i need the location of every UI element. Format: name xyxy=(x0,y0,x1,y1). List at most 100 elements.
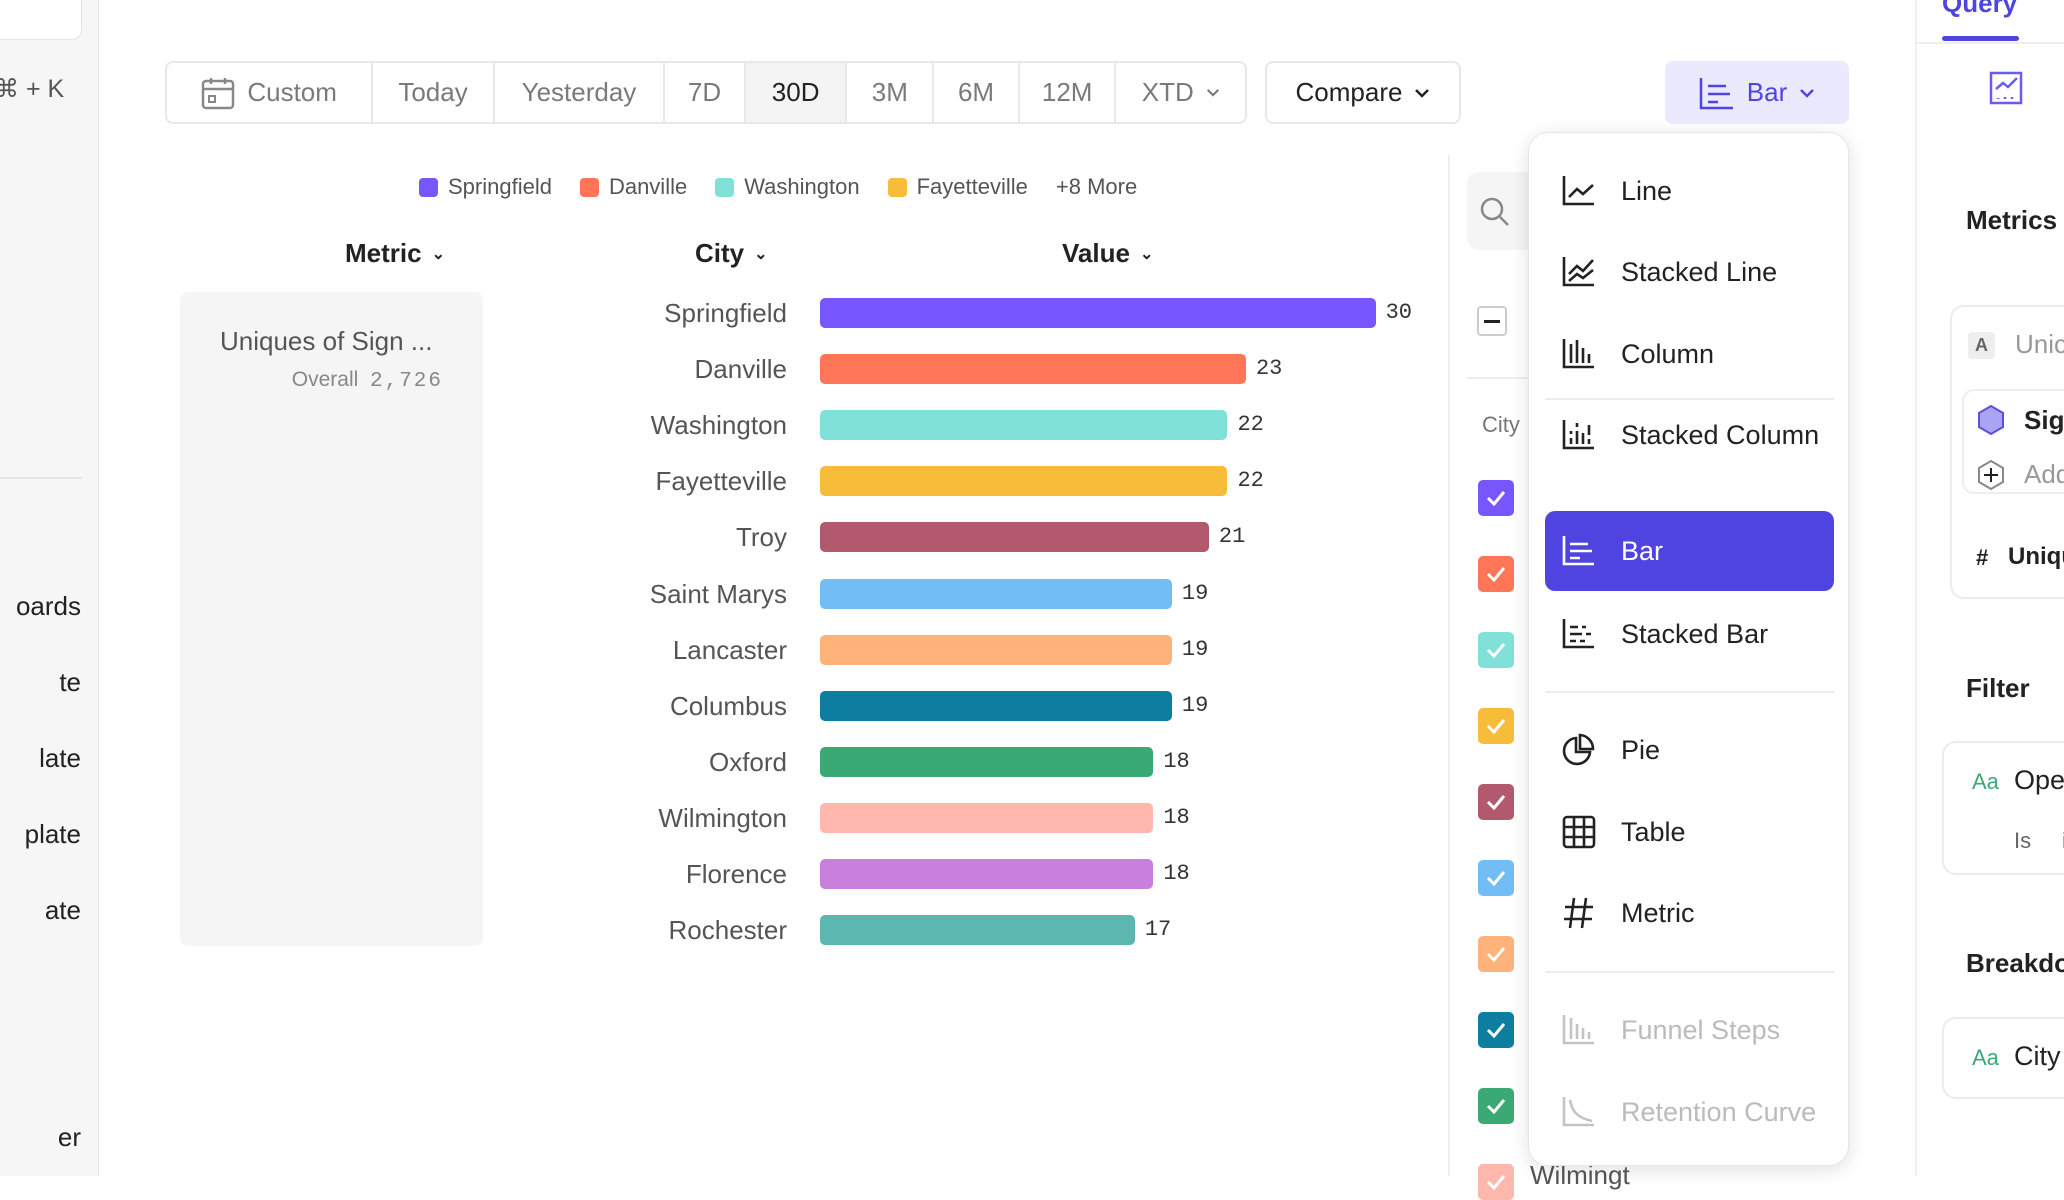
series-search[interactable] xyxy=(1467,172,1537,250)
value-column-header[interactable]: Value ⌄ xyxy=(1062,238,1153,269)
city-column-header[interactable]: City ⌄ xyxy=(695,238,768,269)
sidebar-item[interactable]: er xyxy=(57,1122,81,1152)
bar-category-label: Lancaster xyxy=(672,634,787,665)
compare-button[interactable]: Compare xyxy=(1265,61,1461,124)
measure-label[interactable]: Uniqu xyxy=(2008,543,2064,570)
divider xyxy=(1917,42,2064,44)
metric-query-card[interactable]: A Unic Sig Add # Uniqu xyxy=(1950,305,2064,599)
series-checkbox[interactable] xyxy=(1478,860,1514,896)
sidebar-search-box[interactable] xyxy=(0,0,82,40)
stacked-bar-icon xyxy=(1562,619,1594,649)
menu-item-label: Line xyxy=(1621,175,1673,206)
date-range-label: Yesterday xyxy=(521,77,637,107)
filter-section-title: Filter xyxy=(1966,673,2030,703)
bar-danville[interactable] xyxy=(820,354,1246,385)
bar-oxford[interactable] xyxy=(820,746,1154,777)
custom-date-button[interactable]: Custom xyxy=(167,63,374,122)
event-card[interactable]: Sig Add xyxy=(1962,389,2064,494)
menu-item-table[interactable]: Table xyxy=(1545,792,1834,872)
menu-item-bar[interactable]: Bar xyxy=(1545,511,1834,591)
date-range-xtd[interactable]: XTD xyxy=(1116,63,1245,122)
funnel-icon xyxy=(1562,1015,1594,1045)
sidebar-item[interactable]: te xyxy=(59,667,81,697)
chart-legend: Springfield Danville Washington Fayettevill… xyxy=(419,174,1137,200)
date-range-today[interactable]: Today xyxy=(373,63,495,122)
series-checkbox[interactable] xyxy=(1478,784,1514,820)
series-checkbox[interactable] xyxy=(1478,632,1514,668)
date-range-6m[interactable]: 6M xyxy=(934,63,1020,122)
bar-fayetteville[interactable] xyxy=(820,466,1228,497)
bar-columbus[interactable] xyxy=(820,690,1172,721)
check-icon xyxy=(1486,871,1506,886)
line-chart-icon xyxy=(1562,176,1594,206)
series-checkbox[interactable] xyxy=(1478,1088,1514,1124)
date-range-30d[interactable]: 30D xyxy=(745,63,848,122)
bar-saint-marys[interactable] xyxy=(820,578,1172,609)
divider xyxy=(1467,377,1537,379)
add-event-button[interactable]: Add xyxy=(2024,459,2064,489)
sidebar-item[interactable]: plate xyxy=(24,819,81,849)
menu-item-column[interactable]: Column xyxy=(1545,314,1834,394)
insights-icon[interactable] xyxy=(1989,71,2023,105)
series-checkbox[interactable] xyxy=(1478,708,1514,744)
bar-springfield[interactable] xyxy=(820,298,1376,328)
series-checkbox[interactable] xyxy=(1478,480,1514,516)
bar-rochester[interactable] xyxy=(820,915,1135,946)
date-range-label: 30D xyxy=(771,77,820,107)
menu-item-stacked-bar[interactable]: Stacked Bar xyxy=(1545,594,1834,674)
breakdown-card[interactable]: Aa City xyxy=(1942,1017,2064,1099)
tab-query[interactable]: Query xyxy=(1942,0,2018,18)
date-range-3m[interactable]: 3M xyxy=(847,63,935,122)
menu-item-metric[interactable]: Metric xyxy=(1545,873,1834,953)
text-property-icon: Aa xyxy=(1972,1045,1999,1070)
sidebar-item[interactable]: ate xyxy=(44,895,81,925)
stacked-column-icon xyxy=(1562,420,1594,450)
bar-category-label: Columbus xyxy=(669,690,787,721)
bar-value-label: 19 xyxy=(1181,636,1209,662)
legend-item[interactable]: Danville xyxy=(579,174,687,200)
menu-item-pie[interactable]: Pie xyxy=(1545,710,1834,790)
bar-value-label: 22 xyxy=(1237,412,1264,438)
series-checkbox[interactable] xyxy=(1478,556,1514,592)
menu-item-stacked-line[interactable]: Stacked Line xyxy=(1545,232,1834,312)
bar-category-label: Troy xyxy=(735,522,787,553)
select-all-checkbox[interactable] xyxy=(1477,306,1507,336)
sidebar-item[interactable]: oards xyxy=(15,591,81,621)
bar-florence[interactable] xyxy=(820,859,1154,889)
metric-name: Unic xyxy=(2015,329,2064,359)
bar-wilmington[interactable] xyxy=(820,802,1154,833)
check-icon xyxy=(1486,795,1506,810)
filter-card[interactable]: Aa Ope Is i xyxy=(1942,741,2064,875)
chart-type-label: Bar xyxy=(1746,77,1788,107)
date-range-yesterday[interactable]: Yesterday xyxy=(495,63,666,122)
date-range-12m[interactable]: 12M xyxy=(1020,63,1117,122)
chart-type-menu: Line Stacked Line Column Stacked Column Bar S… xyxy=(1528,132,1849,1166)
add-icon[interactable] xyxy=(1976,459,2006,491)
legend-item[interactable]: Washington xyxy=(715,174,860,200)
breakdown-property: City xyxy=(2014,1041,2061,1071)
filter-operator[interactable]: Is xyxy=(2014,828,2032,853)
table-icon xyxy=(1562,815,1596,849)
legend-item[interactable]: Springfield xyxy=(419,174,552,200)
bar-lancaster[interactable] xyxy=(820,634,1172,665)
menu-item-stacked-column[interactable]: Stacked Column xyxy=(1545,395,1834,475)
bar-value-label: 22 xyxy=(1237,468,1264,494)
filter-value[interactable]: i xyxy=(2062,828,2064,854)
bar-chart-icon xyxy=(1562,536,1594,566)
metric-column-header[interactable]: Metric ⌄ xyxy=(345,238,445,269)
check-icon xyxy=(1486,1099,1506,1114)
series-checkbox[interactable] xyxy=(1478,1164,1514,1200)
chevron-down-icon: ⌄ xyxy=(1139,245,1154,263)
menu-item-line[interactable]: Line xyxy=(1545,151,1834,231)
legend-more-button[interactable]: +8 More xyxy=(1055,174,1138,199)
chart-type-button[interactable]: Bar xyxy=(1665,61,1849,124)
legend-item[interactable]: Fayetteville xyxy=(887,174,1028,200)
bar-troy[interactable] xyxy=(820,522,1209,553)
date-range-7d[interactable]: 7D xyxy=(665,63,746,122)
series-checkbox[interactable] xyxy=(1478,936,1514,972)
bar-washington[interactable] xyxy=(820,410,1228,441)
series-checkbox[interactable] xyxy=(1478,1012,1514,1048)
metric-header-label: Metric xyxy=(345,238,422,268)
metric-card: Uniques of Sign ... Overall 2,726 xyxy=(180,292,483,946)
sidebar-item[interactable]: late xyxy=(39,743,81,773)
